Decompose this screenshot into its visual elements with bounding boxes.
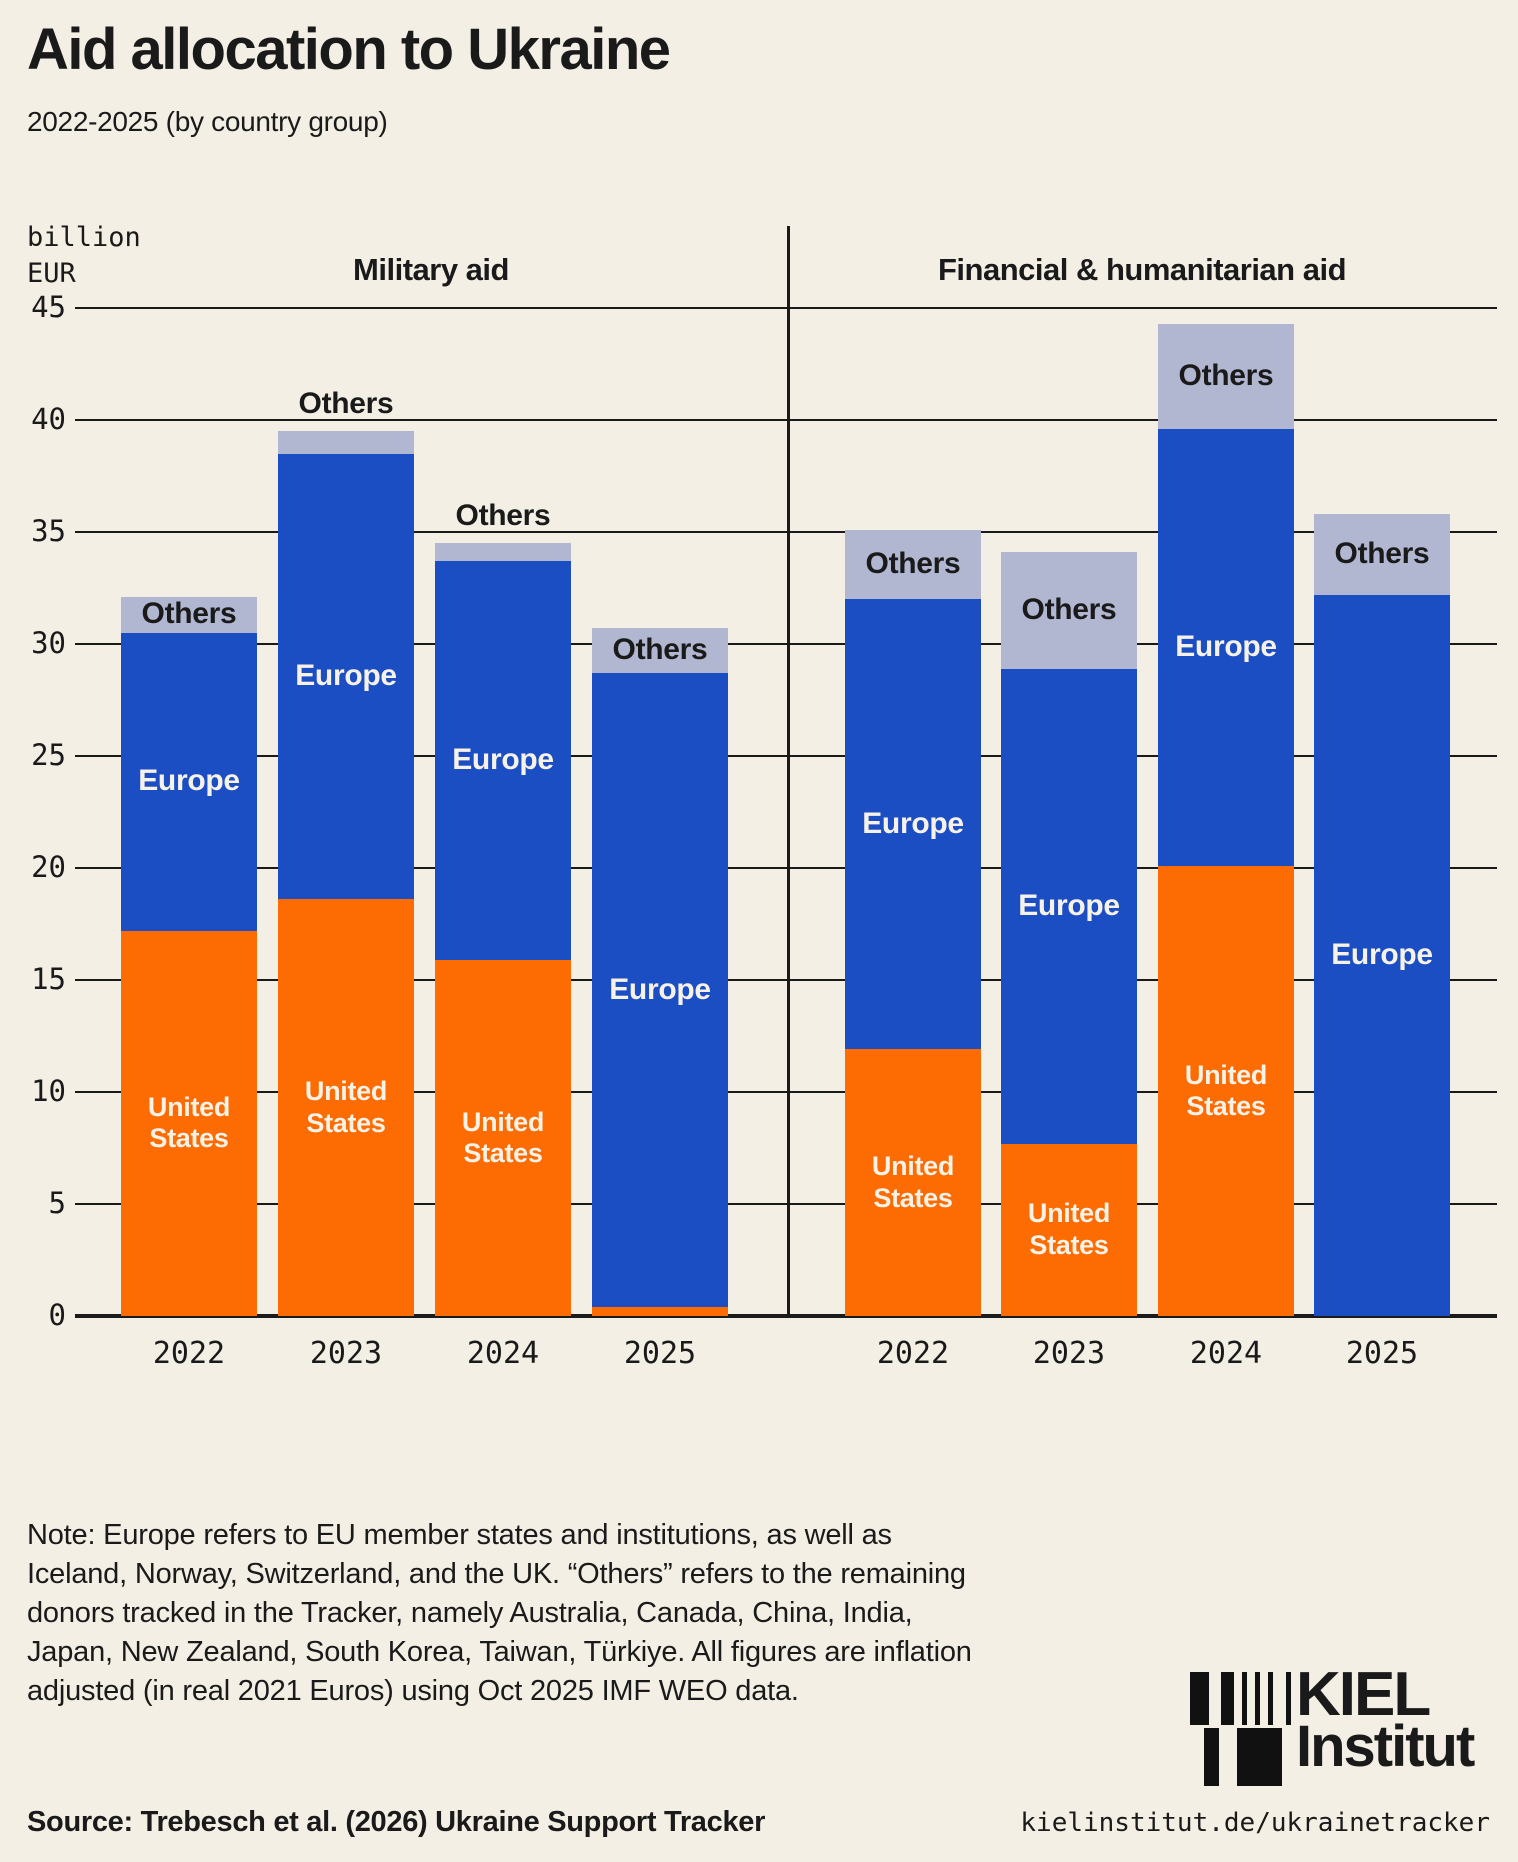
logo-barcode-icon [1190, 1672, 1291, 1786]
page-title: Aid allocation to Ukraine [27, 17, 671, 82]
y-tick-label-30: 30 [31, 626, 66, 660]
page-subtitle: 2022-2025 (by country group) [27, 106, 388, 137]
gridline-0 [75, 1314, 1497, 1318]
bar-segment-others-2025-financial: Others [1314, 514, 1450, 595]
europe-label: Europe [452, 743, 554, 777]
others-label: Others [612, 633, 708, 667]
others-label: Others [1334, 536, 1430, 570]
others-label: Others [865, 547, 961, 581]
others-label-above: Others [298, 387, 394, 421]
x-tick-label-2024-military: 2024 [466, 1336, 540, 1371]
y-tick-label-45: 45 [31, 290, 66, 324]
united-states-label: United States [461, 1106, 545, 1168]
bar-segment-united-states-2023-financial: United States [1001, 1143, 1137, 1316]
united-states-label: United States [871, 1151, 955, 1213]
y-axis-unit-label: billion EUR [27, 222, 141, 289]
bar-segment-others-2023-financial: Others [1001, 552, 1137, 669]
europe-label: Europe [138, 764, 240, 798]
y-tick-label-40: 40 [31, 402, 66, 436]
europe-label: Europe [609, 972, 711, 1006]
y-tick-label-25: 25 [31, 738, 66, 772]
y-tick-label-20: 20 [31, 850, 66, 884]
gridline-45 [75, 307, 1497, 309]
y-tick-label-10: 10 [31, 1074, 66, 1108]
footnote-text: Note: Europe refers to EU member states … [27, 1519, 972, 1707]
logo-text-institut: Institut [1296, 1714, 1475, 1779]
others-label: Others [1178, 358, 1274, 392]
bar-segment-europe-2024-financial: Europe [1158, 428, 1294, 866]
europe-label: Europe [1175, 629, 1277, 663]
gridline-25 [75, 755, 1497, 757]
gridline-15 [75, 979, 1497, 981]
x-tick-label-2023-military: 2023 [309, 1336, 383, 1371]
y-tick-label-0: 0 [48, 1298, 66, 1332]
europe-label: Europe [862, 806, 964, 840]
united-states-label: United States [1184, 1059, 1268, 1121]
gridline-5 [75, 1203, 1497, 1205]
others-label: Others [141, 597, 237, 631]
gridline-10 [75, 1091, 1497, 1093]
x-tick-label-2024-financial: 2024 [1189, 1336, 1263, 1371]
y-tick-label-35: 35 [31, 514, 66, 548]
bar-segment-others-2022-financial: Others [845, 529, 981, 600]
y-tick-label-5: 5 [48, 1186, 66, 1220]
united-states-label: United States [147, 1092, 231, 1154]
tracker-url: kielinstitut.de/ukrainetracker [1020, 1808, 1490, 1838]
gridline-30 [75, 643, 1497, 645]
bar-segment-united-states-2024-military: United States [435, 959, 571, 1316]
y-tick-label-15: 15 [31, 962, 66, 996]
united-states-label: United States [304, 1076, 388, 1138]
x-tick-label-2025-military: 2025 [623, 1336, 697, 1371]
europe-label: Europe [1018, 888, 1120, 922]
bar-segment-europe-2023-military: Europe [278, 453, 414, 900]
gridline-35 [75, 531, 1497, 533]
bar-segment-europe-2024-military: Europe [435, 561, 571, 960]
bar-segment-europe-2022-financial: Europe [845, 599, 981, 1050]
bar-segment-others-2025-military: Others [592, 628, 728, 674]
europe-label: Europe [1331, 937, 1433, 971]
gridline-40 [75, 419, 1497, 421]
europe-label: Europe [295, 659, 397, 693]
panel-title-military: Military aid [353, 252, 509, 287]
bar-segment-others-2022-military: Others [121, 596, 257, 633]
bar-segment-united-states-2025-military [592, 1307, 728, 1316]
x-tick-label-2025-financial: 2025 [1345, 1336, 1419, 1371]
logo-text-kiel: KIEL [1296, 1660, 1431, 1729]
united-states-label: United States [1027, 1198, 1111, 1260]
bar-segment-united-states-2022-military: United States [121, 930, 257, 1316]
bar-segment-united-states-2024-financial: United States [1158, 865, 1294, 1316]
x-tick-label-2022-military: 2022 [152, 1336, 226, 1371]
x-tick-label-2022-financial: 2022 [876, 1336, 950, 1371]
panel-title-financial: Financial & humanitarian aid [937, 252, 1347, 287]
gridline-20 [75, 867, 1497, 869]
panel-divider-line [787, 226, 790, 1316]
bar-segment-united-states-2023-military: United States [278, 899, 414, 1316]
others-label: Others [1021, 592, 1117, 626]
bar-segment-united-states-2022-financial: United States [845, 1049, 981, 1316]
bar-segment-others-2023-military [278, 431, 414, 454]
bar-segment-europe-2022-military: Europe [121, 632, 257, 931]
bar-segment-europe-2023-financial: Europe [1001, 668, 1137, 1144]
others-label-above: Others [455, 499, 551, 533]
bar-segment-europe-2025-military: Europe [592, 673, 728, 1308]
bar-segment-europe-2025-financial: Europe [1314, 594, 1450, 1316]
x-tick-label-2023-financial: 2023 [1032, 1336, 1106, 1371]
bar-segment-others-2024-financial: Others [1158, 323, 1294, 429]
source-text: Source: Trebesch et al. (2026) Ukraine S… [27, 1806, 766, 1838]
bar-segment-others-2024-military [435, 543, 571, 562]
kiel-institut-logo: KIEL Institut [1190, 1664, 1510, 1792]
